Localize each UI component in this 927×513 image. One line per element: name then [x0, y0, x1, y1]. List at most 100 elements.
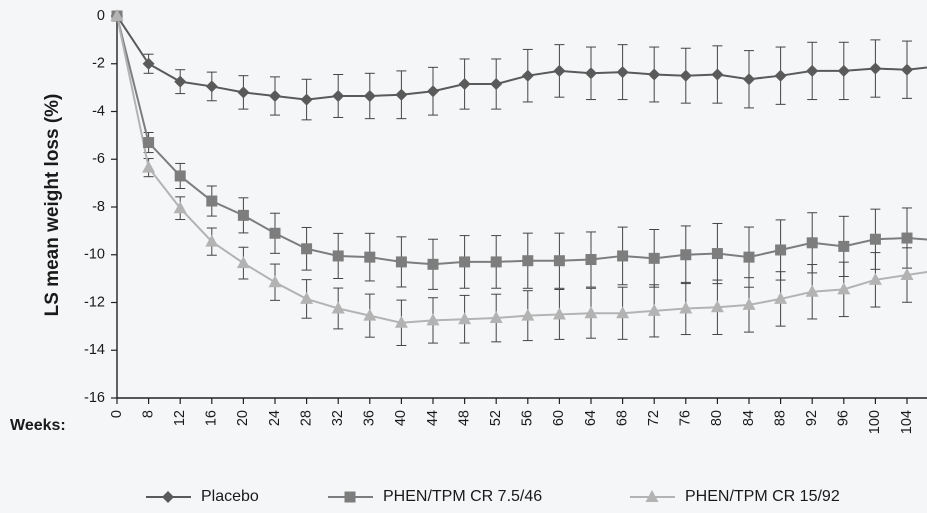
data-point — [805, 284, 819, 297]
x-tick-label: 64 — [583, 410, 599, 426]
data-point — [269, 227, 281, 239]
data-point — [901, 232, 913, 244]
data-point — [553, 64, 566, 77]
data-point — [173, 201, 187, 214]
data-point — [237, 209, 249, 221]
data-point — [459, 256, 471, 268]
data-point — [395, 88, 408, 101]
legend: Placebo PHEN/TPM CR 7.5/46 PHEN/TPM CR 15/… — [146, 488, 840, 505]
data-point — [174, 170, 186, 182]
data-point — [743, 73, 755, 86]
data-point — [711, 68, 724, 81]
data-point — [647, 303, 661, 316]
data-point — [837, 64, 850, 77]
data-point — [427, 85, 439, 98]
legend-label: PHEN/TPM CR 15/92 — [685, 488, 840, 505]
data-point — [584, 306, 598, 319]
x-tick-label: 56 — [520, 410, 536, 426]
data-point — [711, 248, 723, 260]
data-point — [237, 86, 250, 99]
data-point — [426, 313, 440, 326]
data-point — [806, 64, 819, 77]
data-point — [300, 291, 314, 304]
data-point — [174, 75, 187, 88]
axes: 0 -2 -4 -6 -8 -10 -12 -14 -16 0 8 12 16 20 24 28 32 36 40 4… — [84, 8, 927, 434]
x-tick-label: 68 — [614, 410, 630, 426]
data-point — [364, 251, 376, 263]
legend-marker — [162, 491, 174, 503]
error-bars — [143, 39, 912, 346]
x-tick-label: 12 — [172, 410, 188, 426]
data-point — [774, 291, 788, 304]
x-tick-label: 24 — [267, 410, 283, 426]
data-point — [616, 66, 629, 79]
data-point — [742, 297, 756, 310]
y-axis-label: LS mean weight loss (%) — [42, 94, 63, 317]
x-tick-label: 80 — [709, 410, 725, 426]
series-line — [116, 15, 927, 324]
y-tick-label: -4 — [92, 103, 105, 119]
data-point — [363, 308, 377, 321]
x-tick-label: 76 — [678, 410, 694, 426]
data-point — [458, 78, 471, 91]
x-tick-label: 92 — [804, 410, 820, 426]
data-point — [616, 306, 630, 319]
data-point — [142, 57, 155, 70]
x-tick-label: 100 — [867, 410, 883, 434]
data-point — [490, 78, 503, 91]
x-tick-label: 40 — [393, 410, 409, 426]
x-tick-label: 84 — [741, 410, 757, 426]
x-tick-label: 0 — [109, 410, 125, 418]
data-point — [553, 255, 565, 267]
series-lines — [116, 15, 927, 324]
data-point — [332, 250, 344, 262]
data-point — [521, 308, 535, 321]
data-point — [205, 234, 219, 247]
y-tick-label: -14 — [84, 342, 105, 358]
data-point — [268, 275, 282, 288]
data-point — [522, 255, 534, 267]
data-point — [806, 237, 818, 249]
data-point — [489, 311, 503, 324]
data-point — [838, 240, 850, 252]
legend-marker — [645, 490, 659, 502]
legend-label: PHEN/TPM CR 7.5/46 — [383, 488, 542, 505]
data-point — [680, 249, 692, 261]
x-tick-label: 72 — [646, 410, 662, 426]
x-tick-label: 20 — [235, 410, 251, 426]
data-point — [110, 9, 124, 21]
x-tick-label: 96 — [836, 410, 852, 426]
data-point — [710, 300, 724, 313]
data-point — [458, 312, 472, 325]
data-point — [427, 258, 439, 270]
data-point — [521, 69, 534, 82]
x-tick-label: 52 — [488, 410, 504, 426]
legend-label: Placebo — [201, 488, 259, 505]
data-point — [585, 67, 597, 80]
data-point — [837, 282, 851, 295]
series-line — [116, 15, 927, 266]
x-tick-label: 8 — [140, 410, 156, 418]
x-tick-label: 36 — [362, 410, 378, 426]
data-point — [585, 254, 597, 266]
data-point — [236, 256, 250, 269]
x-tick-label: 88 — [772, 410, 788, 426]
data-point — [900, 268, 914, 281]
data-point — [869, 233, 881, 245]
x-tick-label: 16 — [204, 410, 220, 426]
data-point — [395, 256, 407, 268]
data-point — [679, 301, 693, 314]
data-point — [617, 250, 629, 262]
data-point — [552, 307, 566, 320]
data-point — [142, 160, 156, 173]
data-point — [301, 243, 313, 255]
data-point — [331, 301, 345, 314]
data-point — [901, 63, 913, 76]
data-point — [143, 137, 155, 149]
data-point — [774, 69, 787, 82]
y-tick-label: -8 — [92, 199, 105, 215]
data-point — [363, 89, 376, 102]
x-tick-label: 60 — [551, 410, 567, 426]
